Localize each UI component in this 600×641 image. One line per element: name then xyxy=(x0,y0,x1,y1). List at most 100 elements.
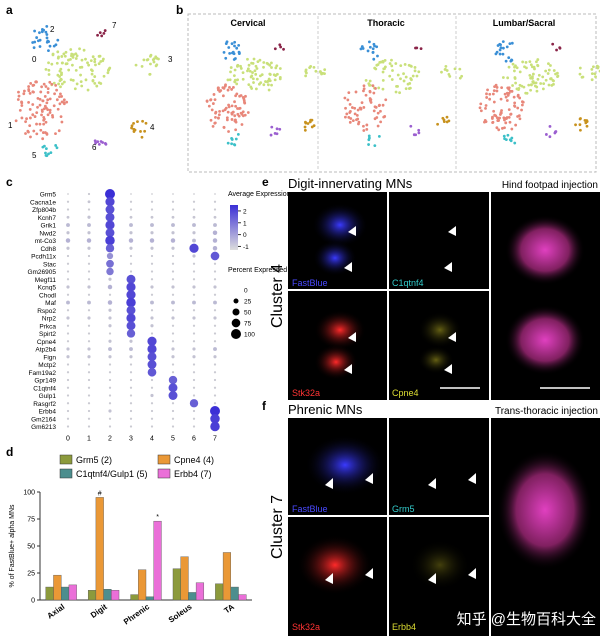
dot xyxy=(192,215,196,219)
bar xyxy=(172,568,181,601)
umap-point xyxy=(45,101,49,105)
umap-point xyxy=(78,47,81,51)
bar xyxy=(45,586,54,601)
umap-point xyxy=(152,60,156,64)
umap-point xyxy=(507,108,511,112)
dot xyxy=(210,421,220,432)
umap-point xyxy=(87,63,91,67)
dot xyxy=(129,363,133,366)
dot xyxy=(126,321,136,331)
umap-point xyxy=(42,122,46,126)
umap-point xyxy=(237,43,241,47)
umap-point xyxy=(84,57,87,61)
umap-point xyxy=(58,79,62,83)
channel-label: Grm5 xyxy=(392,504,415,514)
dot xyxy=(171,332,175,335)
gene-label: mt-Co3 xyxy=(35,238,57,245)
dot xyxy=(150,285,154,289)
dot xyxy=(87,262,91,265)
umap-point xyxy=(233,78,237,82)
umap-point xyxy=(213,121,217,125)
legend-swatch xyxy=(59,454,73,465)
umap-point xyxy=(152,57,156,61)
umap-point xyxy=(361,47,365,50)
umap-point xyxy=(308,120,312,124)
umap-point xyxy=(513,141,517,145)
umap-point xyxy=(495,126,499,130)
dot xyxy=(126,313,136,323)
umap-point xyxy=(210,108,214,112)
umap-point xyxy=(63,54,67,58)
dot xyxy=(66,363,70,366)
umap-point xyxy=(47,61,50,65)
umap-point xyxy=(513,69,516,73)
umap-point xyxy=(140,64,144,68)
umap-point xyxy=(534,81,538,85)
umap-point xyxy=(56,50,60,54)
umap-point xyxy=(73,87,77,91)
umap-point xyxy=(491,92,495,96)
panel-label: f xyxy=(262,399,267,413)
dot xyxy=(210,406,220,416)
umap-point xyxy=(551,42,555,46)
umap-point xyxy=(226,141,230,145)
umap-point xyxy=(544,133,548,136)
dot xyxy=(66,270,70,273)
umap-point xyxy=(531,80,535,83)
umap-point xyxy=(578,72,582,76)
umap-point xyxy=(50,62,54,66)
umap-point xyxy=(478,106,482,110)
dot xyxy=(150,402,154,405)
dot xyxy=(129,386,133,389)
umap-point xyxy=(495,116,499,120)
umap-point xyxy=(60,82,64,86)
dot xyxy=(87,371,91,374)
umap-point xyxy=(217,116,220,120)
umap-point xyxy=(216,87,220,90)
dot xyxy=(108,347,112,351)
umap-point xyxy=(520,84,524,88)
umap-point xyxy=(304,70,308,73)
dot xyxy=(150,208,154,211)
umap-point xyxy=(35,122,38,126)
cluster-number: 4 xyxy=(150,123,155,132)
umap-point xyxy=(58,102,62,106)
umap-point xyxy=(62,52,66,56)
umap-point xyxy=(60,71,63,75)
umap-point xyxy=(372,109,376,113)
umap-point xyxy=(246,69,249,73)
umap-point xyxy=(403,63,407,66)
umap-point xyxy=(319,70,322,74)
dot xyxy=(66,402,70,405)
dot xyxy=(129,262,133,265)
umap-point xyxy=(368,89,372,93)
umap-point xyxy=(96,140,100,144)
gene-label: Prkca xyxy=(39,323,56,330)
umap-point xyxy=(507,56,511,60)
dot xyxy=(66,347,70,351)
umap-point xyxy=(71,78,75,82)
umap-point xyxy=(233,40,237,44)
umap-point xyxy=(44,154,48,157)
dot xyxy=(214,193,216,195)
umap-point xyxy=(516,106,520,110)
gene-label: Mctp2 xyxy=(38,362,56,369)
umap-point xyxy=(20,101,24,105)
umap-point xyxy=(75,54,79,58)
umap-point xyxy=(130,124,134,128)
arrowheads xyxy=(325,226,476,584)
umap-point xyxy=(541,87,545,91)
dot xyxy=(213,371,217,374)
umap-point xyxy=(34,80,38,84)
dot xyxy=(213,332,217,335)
dot xyxy=(87,402,91,405)
umap-point xyxy=(243,101,247,105)
umap-point xyxy=(371,84,375,88)
umap-point xyxy=(492,109,496,113)
umap-point xyxy=(312,65,316,69)
umap-point xyxy=(407,63,411,67)
colorbar xyxy=(230,205,238,250)
umap-point xyxy=(267,77,271,81)
umap-point xyxy=(43,131,47,134)
umap-point xyxy=(381,70,385,74)
